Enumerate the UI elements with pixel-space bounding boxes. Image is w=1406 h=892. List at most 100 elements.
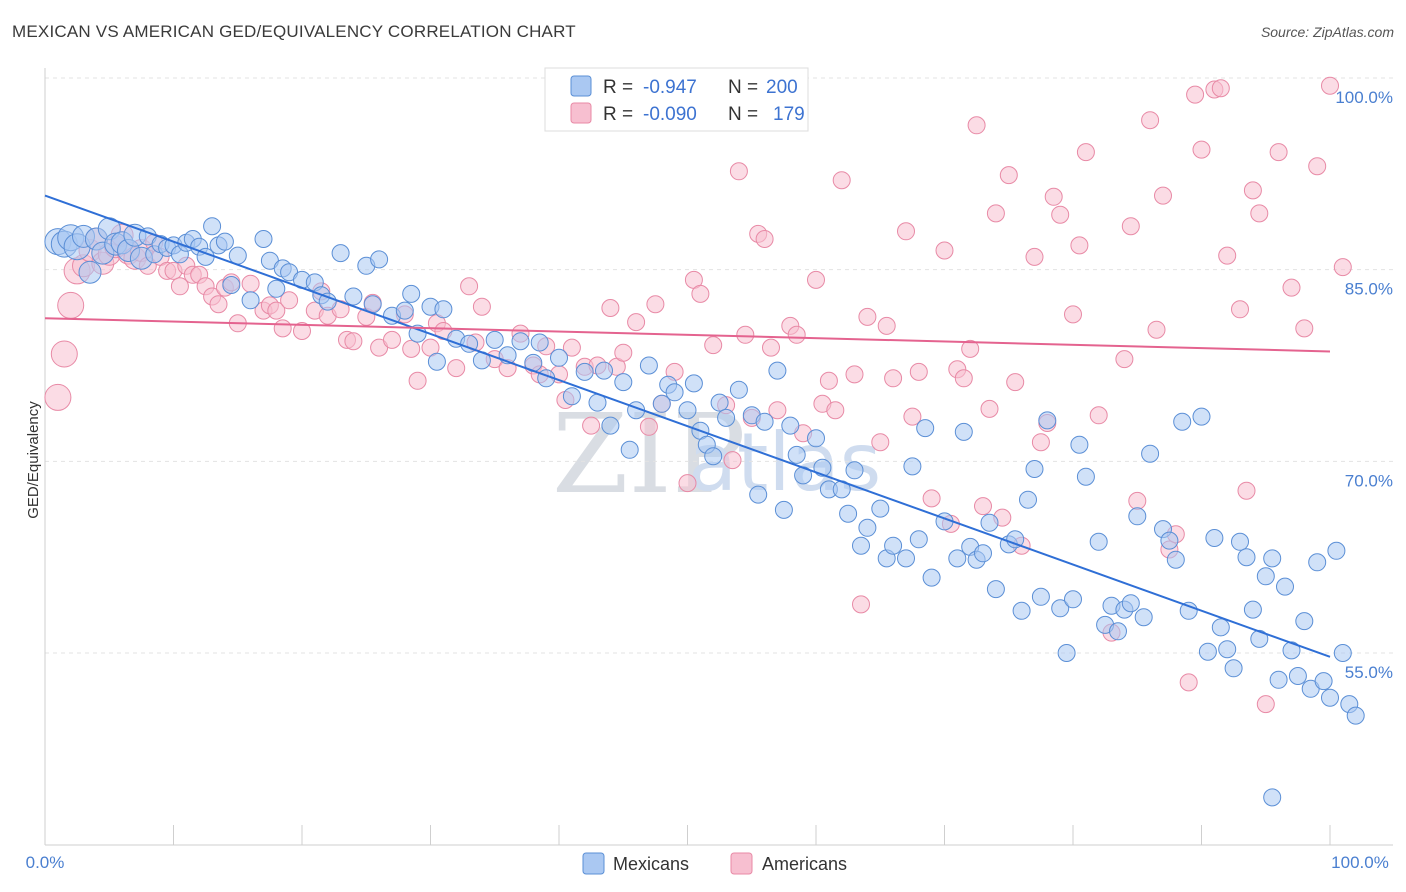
mexicans-point-77 [704,447,723,466]
mexicans-point-140 [1198,642,1217,661]
mexicans-point-158 [1314,672,1333,691]
americans-point-115 [986,204,1005,223]
mexicans-point-49 [427,352,446,371]
mexicans-point-142 [1211,618,1230,637]
mexicans-point-99 [884,536,903,555]
americans-point-154 [1333,258,1352,277]
americans-point-92 [807,270,825,289]
mexicans-point-69 [639,356,658,375]
americans-point-45 [383,330,401,349]
americans-point-131 [1121,217,1140,236]
mexicans-point-101 [903,457,922,476]
legend-r-label-americans: R = [603,104,633,125]
mexicans-point-133 [1141,444,1160,463]
americans-point-94 [819,371,838,390]
mexicans-point-89 [807,429,825,448]
americans-point-107 [935,241,954,260]
americans-point-152 [1308,157,1327,176]
americans-point-19 [170,277,189,296]
mexicans-point-27 [222,276,241,294]
mexicans-point-132 [1134,608,1153,627]
americans-point-81 [723,451,742,470]
americans-point-112 [967,116,986,135]
mexicans-point-121 [1057,644,1076,662]
mexicans-point-43 [370,250,389,269]
mexicans-point-97 [871,499,890,518]
americans-point-149 [1269,143,1288,162]
mexicans-point-154 [1288,667,1307,685]
mexicans-point-80 [729,380,748,399]
mexicans-point-125 [1089,532,1108,551]
mexicans-point-40 [344,287,363,306]
americans-point-144 [1231,300,1249,319]
mexicans-point-86 [781,416,800,435]
x-tick-label-max: 100.0% [1331,853,1389,872]
mexicans-point-123 [1070,435,1089,454]
americans-point-35 [293,322,311,340]
y-axis-label: GED/Equivalency [25,401,42,519]
mexicans-point-85 [774,500,793,519]
mexicans-point-67 [620,440,639,459]
americans-point-143 [1218,246,1237,265]
y-tick-label-85: 85.0% [1345,280,1393,299]
mexicans-point-78 [710,393,729,412]
americans-point-70 [614,343,633,362]
americans-point-33 [273,319,292,338]
americans-point-53 [460,277,479,296]
mexicans-point-103 [916,419,935,438]
americans-point-48 [408,371,427,390]
americans-point-55 [472,297,491,316]
americans-point-120 [1025,247,1044,266]
americans-point-127 [1076,143,1095,162]
legend-n-value-mexicans: 200 [766,77,798,98]
americans-point-105 [909,362,928,381]
chart-title: MEXICAN VS AMERICAN GED/EQUIVALENCY CORR… [12,22,576,41]
mexicans-point-60 [550,348,568,367]
americans-point-148 [1256,695,1275,714]
mexicans-point-161 [1333,644,1352,662]
americans-point-153 [1321,76,1339,95]
x-axis-ticks [44,825,1331,845]
legend-swatch-mexicans [570,75,592,97]
mexicans-point-139 [1192,407,1211,426]
americans-point-126 [1070,236,1089,255]
americans-point-97 [845,365,864,384]
mexicans-point-122 [1064,590,1082,609]
correlation-legend: R = -0.947 N = 200 R = -0.090 N = 179 [544,67,809,132]
mexicans-point-61 [562,387,581,406]
mexicans-point-82 [749,485,768,504]
mexicans-point-32 [267,279,286,298]
mexicans-point-62 [575,362,594,381]
mexicans-point-30 [254,230,273,248]
americans-point-145 [1237,481,1256,500]
x-tick-label-min: 0.0% [26,853,65,872]
mexicans-point-116 [1019,490,1037,509]
americans-point-2 [57,291,85,319]
americans-point-114 [980,399,999,418]
gridlines [45,77,1393,654]
mexicans-point-152 [1276,577,1294,596]
americans-point-64 [562,338,581,357]
mexicans-point-93 [839,504,858,523]
americans-point-0 [44,383,72,411]
americans-point-106 [922,489,941,508]
americans-point-32 [267,301,286,320]
americans-point-134 [1147,320,1166,339]
americans-point-118 [1006,373,1025,392]
americans-point-102 [884,369,903,388]
mexicans-point-155 [1295,612,1314,631]
mexicans-point-153 [1282,641,1301,660]
americans-point-29 [241,274,260,293]
mexicans-point-56 [511,332,530,351]
mexicans-point-151 [1269,670,1288,689]
americans-point-138 [1179,673,1198,692]
mexicans-point-104 [922,568,941,587]
americans-point-103 [897,222,915,241]
mexicans-point-160 [1327,541,1346,560]
mexicans-point-135 [1160,531,1179,550]
legend-n-value-americans: 179 [773,104,805,125]
mexicans-point-74 [684,374,703,393]
americans-point-52 [447,359,466,378]
americans-point-90 [787,325,806,344]
